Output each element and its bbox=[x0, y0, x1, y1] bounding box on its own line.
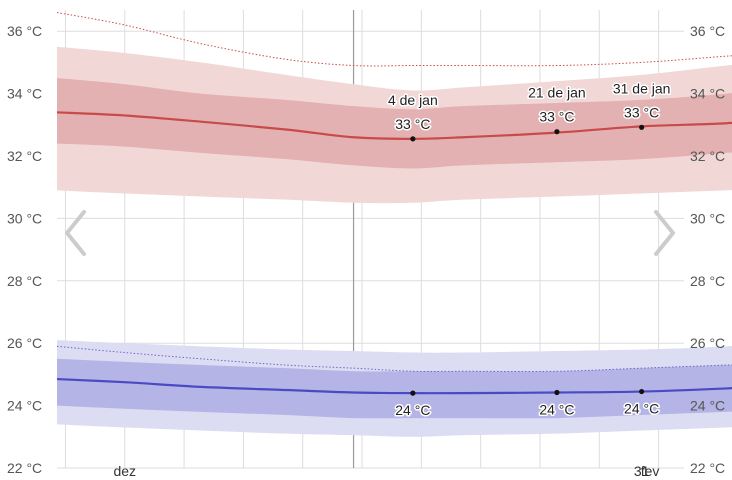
annotation-value-label: 24 °C bbox=[395, 402, 430, 418]
y-tick-label-right: 32 °C bbox=[690, 148, 725, 164]
x-tick-label: dez bbox=[113, 463, 136, 479]
record-high-line bbox=[56, 11, 732, 67]
prev-arrow[interactable] bbox=[56, 200, 96, 260]
ticks: 22 °C 22 °C 24 °C 24 °C 26 °C 26 °C 28 °C 28 °C… bbox=[7, 23, 725, 479]
annotation-dot bbox=[410, 136, 416, 142]
annotation-date-label: 31 de jan bbox=[613, 80, 671, 96]
annotation-value-label: 24 °C bbox=[539, 401, 574, 417]
annotation-date-label: 21 de jan bbox=[528, 85, 586, 101]
y-tick-label-left: 26 °C bbox=[7, 335, 42, 351]
lines bbox=[56, 11, 732, 395]
annotation-value-label: 24 °C bbox=[624, 401, 659, 417]
next-arrow[interactable] bbox=[644, 200, 684, 260]
annotation-date-label: 4 de jan bbox=[388, 92, 438, 108]
y-tick-label-right: 36 °C bbox=[690, 23, 725, 39]
y-tick-label-left: 28 °C bbox=[7, 273, 42, 289]
record-low-line bbox=[56, 345, 732, 373]
y-tick-label-left: 36 °C bbox=[7, 23, 42, 39]
y-tick-label-left: 22 °C bbox=[7, 460, 42, 476]
x-tick-label: fev bbox=[641, 463, 660, 479]
annotations: 4 de jan 33 °C 21 de jan 33 °C 31 de jan 33 °… bbox=[386, 79, 671, 420]
annotation-value-label: 33 °C bbox=[539, 109, 574, 125]
chevron-right-icon bbox=[654, 210, 675, 256]
y-tick-label-left: 30 °C bbox=[7, 210, 42, 226]
y-tick-label-right: 30 °C bbox=[690, 210, 725, 226]
annotation-dot bbox=[639, 124, 645, 130]
low-band-p25-75 bbox=[57, 358, 732, 419]
low-avg-line bbox=[56, 377, 732, 395]
y-tick-label-right: 34 °C bbox=[690, 86, 725, 102]
annotation-value-label: 33 °C bbox=[395, 116, 430, 132]
high-band-p25-75 bbox=[57, 78, 732, 169]
annotation-value-label: 33 °C bbox=[624, 104, 659, 120]
y-tick-label-left: 24 °C bbox=[7, 398, 42, 414]
y-tick-label-left: 32 °C bbox=[7, 148, 42, 164]
x-tick-label: 31 bbox=[634, 463, 650, 479]
annotation-dot bbox=[554, 129, 560, 135]
high-avg-line bbox=[56, 111, 732, 140]
prev-arrow-hit[interactable] bbox=[56, 200, 96, 260]
annotation-dot bbox=[554, 389, 560, 396]
annotation-dot bbox=[410, 390, 416, 396]
y-tick-label-right: 28 °C bbox=[690, 273, 725, 289]
chevron-left-icon bbox=[65, 210, 86, 256]
bands bbox=[57, 46, 732, 437]
next-arrow-hit[interactable] bbox=[644, 200, 684, 260]
y-tick-label-right: 24 °C bbox=[690, 398, 725, 414]
y-tick-label-left: 34 °C bbox=[7, 86, 42, 102]
y-tick-label-right: 22 °C bbox=[690, 460, 725, 476]
annotation-dot bbox=[639, 388, 645, 395]
y-tick-label-right: 26 °C bbox=[690, 335, 725, 351]
